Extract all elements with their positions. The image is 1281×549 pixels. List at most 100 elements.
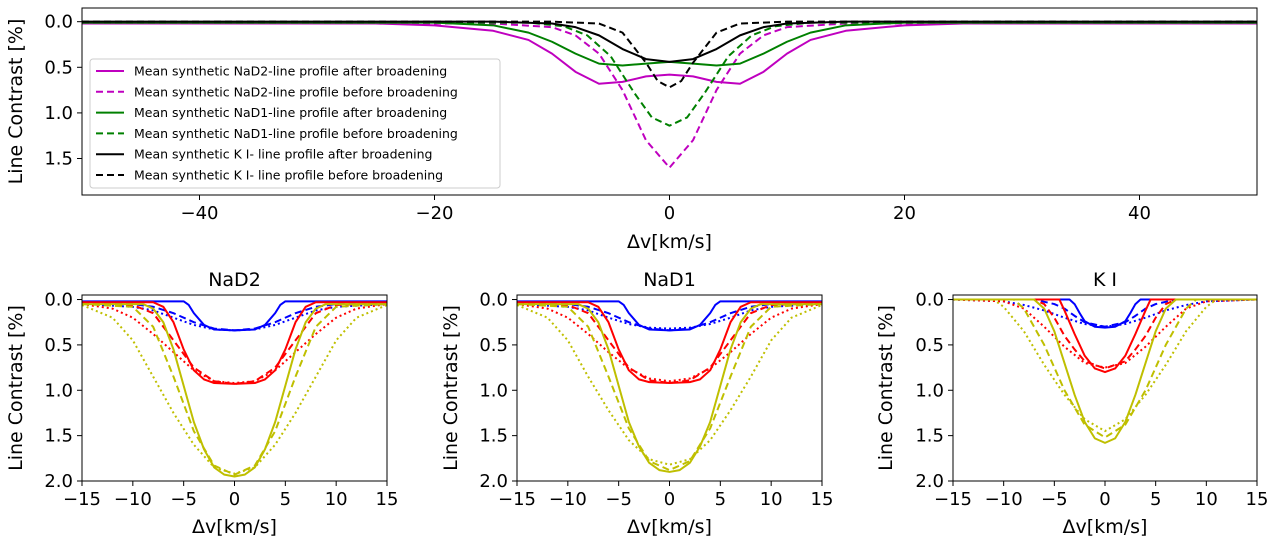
series-line-top-0 [82,22,1257,85]
x-tick-label: −40 [181,203,219,224]
y-tick-label: 2.0 [915,471,944,492]
x-tick-label: −20 [416,203,454,224]
series-line-nad1-4 [517,302,822,385]
y-tick-label: 0.5 [44,335,73,356]
y-tick-label: 1.0 [44,103,73,124]
y-axis-label: Line Contrast [%] [5,19,27,185]
x-tick-label: −10 [985,489,1023,510]
y-axis-label: Line Contrast [%] [875,305,897,471]
series-line-nad1-8 [517,304,822,466]
legend-entry: Mean synthetic K I- line profile before … [134,168,443,183]
x-axis-label: Δv[km/s] [1063,516,1148,538]
y-tick-label: 1.0 [915,380,944,401]
series-line-ki-6 [953,298,1257,444]
x-tick-label: 0 [664,489,675,510]
series-group [953,298,1257,444]
series-line-ki-3 [953,298,1257,374]
x-tick-label: 5 [280,489,291,510]
y-tick-label: 0.5 [44,57,73,78]
x-tick-label: −5 [1041,489,1068,510]
y-tick-label: 0.0 [44,290,73,311]
x-tick-label: 5 [1150,489,1161,510]
x-tick-label: 15 [376,489,399,510]
x-axis-label: Δv[km/s] [192,516,277,538]
x-tick-label: −15 [934,489,972,510]
x-tick-label: −10 [114,489,152,510]
series-line-ki-5 [953,298,1257,369]
legend-entry: Mean synthetic NaD1-line profile before … [134,126,458,141]
x-tick-label: 15 [811,489,834,510]
y-tick-label: 2.0 [44,471,73,492]
legend-box [89,58,501,189]
y-axis-label: Line Contrast [%] [440,305,462,471]
series-line-ki-1 [953,298,1257,328]
x-tick-label: −5 [605,489,632,510]
x-axis-label: Δv[km/s] [627,516,712,538]
series-line-nad1-3 [517,301,822,385]
y-tick-label: 1.0 [479,380,508,401]
series-line-top-1 [82,22,1257,169]
y-tick-label: 0.5 [479,335,508,356]
y-tick-label: 0.0 [915,290,944,311]
x-tick-label: 5 [715,489,726,510]
series-line-ki-4 [953,298,1257,370]
x-tick-label: −10 [549,489,587,510]
series-line-top-4 [82,20,1257,63]
panel-title: NaD1 [643,269,696,291]
y-tick-label: 1.5 [44,149,73,170]
series-line-nad2-6 [82,303,387,478]
chart-panel-nad1: −15 −10 −5 0 5 10 15 0.0 0.5 1.0 1.5 2.0 Δv[km/s] Lin… [440,269,833,538]
chart-panel-top: −40 −20 0 20 40 0.0 0.5 1.0 1.5 Δv[km/s] Line Cont… [5,7,1258,253]
chart-panel-nad2: −15 −10 −5 0 5 10 15 0.0 0.5 1.0 1.5 2.0 Δv[km/s] Lin… [5,269,398,538]
series-line-ki-2 [953,298,1257,328]
x-tick-label: 0 [1099,489,1110,510]
x-tick-label: 20 [893,203,916,224]
legend-entry: Mean synthetic NaD1-line profile after b… [134,105,447,120]
x-axis-label: Δv[km/s] [627,231,712,253]
x-tick-label: 0 [229,489,240,510]
x-tick-label: −15 [63,489,101,510]
y-tick-label: 1.5 [44,426,73,447]
series-line-nad2-8 [82,304,387,475]
y-tick-label: 1.5 [479,426,508,447]
series-line-nad2-3 [82,301,387,385]
y-tick-label: 2.0 [479,471,508,492]
x-tick-label: −5 [170,489,197,510]
series-line-ki-7 [953,298,1257,439]
panel-title: K I [1093,269,1117,291]
x-tick-label: 0 [664,203,675,224]
series-line-top-3 [82,21,1257,127]
y-tick-label: 0.5 [915,335,944,356]
series-line-ki-0 [953,298,1257,329]
series-line-nad1-1 [517,302,822,332]
series-line-nad1-7 [517,303,822,472]
axes-frame [81,294,388,482]
x-tick-label: 10 [325,489,348,510]
series-line-nad2-5 [82,303,387,385]
x-tick-label: 40 [1128,203,1151,224]
chart-panel-ki: −15 −10 −5 0 5 10 15 0.0 0.5 1.0 1.5 2.0 Δv[km/s] Lin… [875,269,1268,538]
x-tick-label: 10 [1195,489,1218,510]
x-tick-label: 10 [760,489,783,510]
panel-title: NaD2 [208,269,261,291]
x-tick-label: −15 [498,489,536,510]
series-group [82,300,387,478]
series-line-nad1-6 [517,303,822,473]
y-tick-label: 0.0 [44,12,73,33]
x-tick-label: 15 [1246,489,1269,510]
series-line-nad1-5 [517,303,822,383]
legend: Mean synthetic NaD2-line profile after b… [89,58,501,189]
series-line-ki-8 [953,298,1257,433]
y-tick-label: 0.0 [479,290,508,311]
series-line-nad2-2 [82,303,387,332]
series-group [82,20,1257,169]
axes-frame [952,294,1258,482]
legend-entry: Mean synthetic NaD2-line profile before … [134,84,458,99]
y-tick-label: 1.5 [915,426,944,447]
series-line-nad1-2 [517,303,822,330]
legend-entry: Mean synthetic K I- line profile after b… [134,147,432,162]
axes-frame [516,294,823,482]
y-tick-label: 1.0 [44,380,73,401]
series-line-top-5 [82,20,1257,89]
